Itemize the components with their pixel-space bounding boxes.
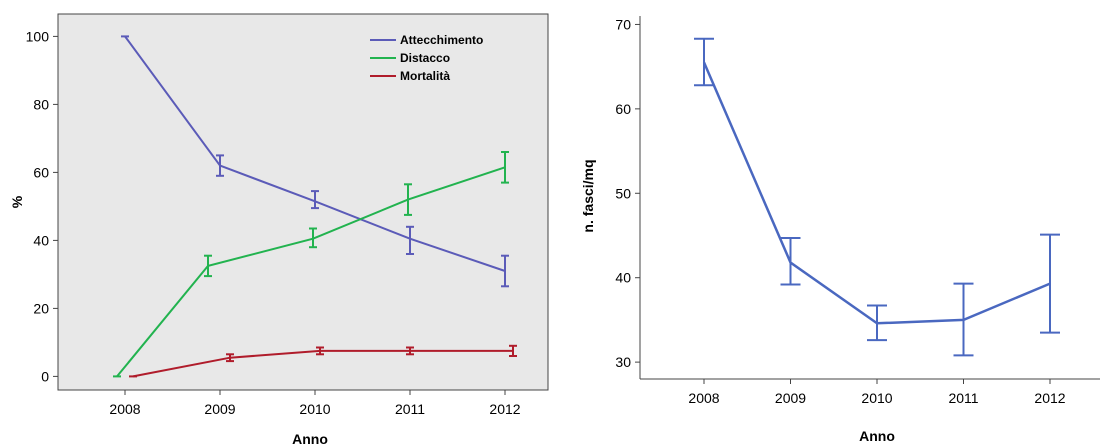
error-bar-series (953, 282, 974, 357)
x-tick-label: 2008 (688, 390, 719, 406)
x-tick-label: 2012 (489, 401, 520, 417)
x-tick-label: 2009 (775, 390, 806, 406)
error-bar-mortalit- (406, 346, 414, 356)
error-bar-series (1040, 233, 1060, 334)
error-bar-series (780, 237, 801, 286)
chart-fasci-per-mq: 30 40 50 60 70 2008 2009 2010 2011 2012 Anno n. … (580, 16, 1100, 444)
y-tick-label: 60 (33, 164, 49, 180)
x-tick-label: 2012 (1034, 390, 1065, 406)
y-axis-title-1: % (9, 195, 25, 208)
y-axis-ticks-1: 0 20 40 60 80 100 (26, 28, 58, 384)
y-tick-label: 50 (615, 185, 631, 201)
error-bar-distacco (204, 254, 212, 278)
error-bar-attecchimento (311, 190, 319, 210)
x-tick-label: 2008 (109, 401, 140, 417)
x-tick-label: 2009 (204, 401, 235, 417)
y-tick-label: 80 (33, 96, 49, 112)
y-tick-label: 30 (615, 354, 631, 370)
y-axis-title-2: n. fasci/mq (580, 159, 596, 232)
series-group-1 (113, 35, 517, 378)
legend-label: Attecchimento (400, 33, 483, 47)
error-bar-mortalit- (509, 344, 517, 357)
error-bar-distacco (309, 227, 317, 249)
error-bar-series (867, 304, 887, 342)
y-tick-label: 100 (26, 28, 50, 44)
x-tick-label: 2010 (861, 390, 892, 406)
error-bar-attecchimento (501, 254, 509, 288)
y-tick-label: 20 (33, 300, 49, 316)
y-tick-label: 70 (615, 16, 631, 32)
x-tick-label: 2011 (948, 390, 978, 406)
error-bar-series (694, 37, 714, 87)
error-bar-distacco (404, 183, 412, 216)
legend-1: Attecchimento Distacco Mortalità (370, 33, 483, 83)
error-bar-attecchimento (406, 225, 414, 255)
error-bar-mortalit- (316, 346, 324, 356)
y-tick-label: 60 (615, 101, 631, 117)
legend-label: Mortalità (400, 69, 450, 83)
error-bar-mortalit- (226, 353, 234, 363)
chart-attecchimento-distacco-mortalita: 0 20 40 60 80 100 2008 2009 2010 2011 2012 Attecc… (9, 13, 549, 447)
x-tick-label: 2010 (299, 401, 330, 417)
y-axis-ticks-2: 30 40 50 60 70 (615, 16, 640, 370)
legend-label: Distacco (400, 51, 450, 65)
plot-area-1 (57, 13, 549, 391)
x-axis-ticks-2: 2008 2009 2010 2011 2012 (688, 379, 1066, 406)
x-axis-ticks-1: 2008 2009 2010 2011 2012 (109, 390, 521, 417)
error-bar-attecchimento (216, 154, 224, 177)
series-line-series (702, 61, 1051, 325)
series-group-2 (694, 37, 1060, 357)
y-tick-label: 0 (41, 368, 49, 384)
y-tick-label: 40 (33, 232, 49, 248)
error-bar-distacco (501, 151, 509, 184)
y-tick-label: 40 (615, 270, 631, 286)
x-axis-title-2: Anno (859, 428, 895, 444)
x-tick-label: 2011 (395, 401, 425, 417)
x-axis-title-1: Anno (292, 431, 328, 447)
